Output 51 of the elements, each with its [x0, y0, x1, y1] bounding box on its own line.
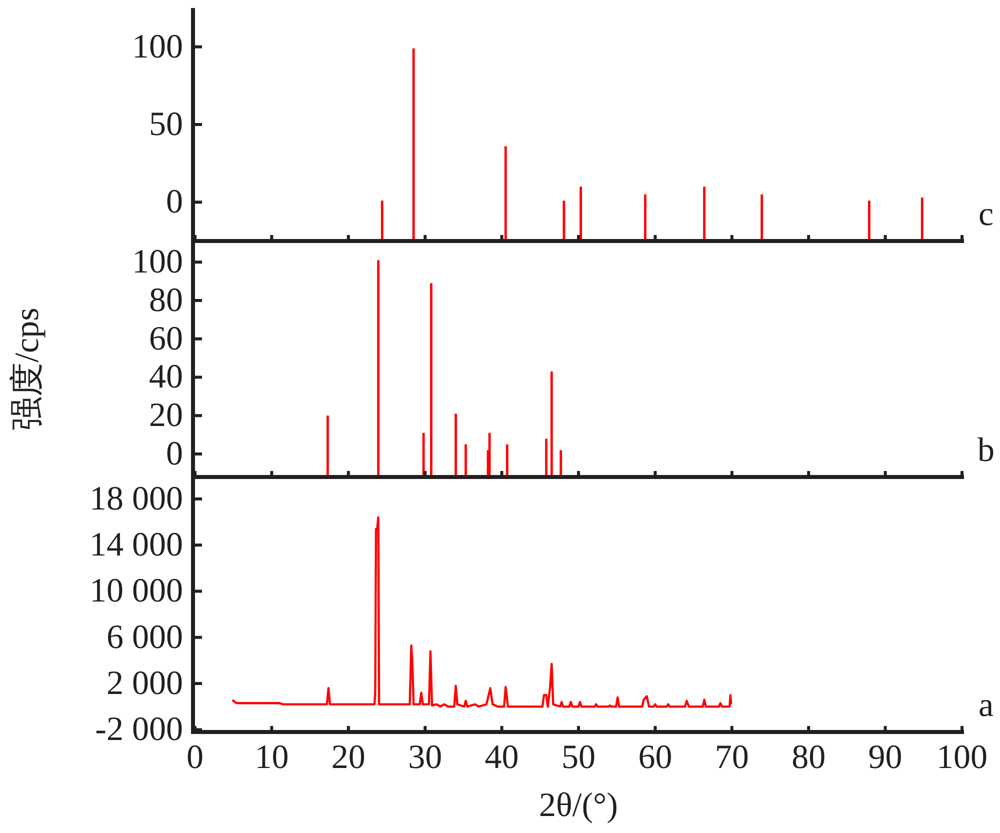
bar: [430, 283, 432, 477]
y-tick-label: 14 000: [90, 526, 183, 564]
y-tick-label: 20: [149, 397, 183, 434]
bar: [545, 438, 548, 477]
x-tick-label: 80: [792, 739, 826, 776]
x-tick-label: 60: [638, 739, 672, 776]
bar: [562, 200, 566, 241]
bar: [380, 200, 384, 241]
text: a: [978, 687, 994, 724]
line-series: [231, 516, 732, 708]
text: c: [978, 196, 994, 233]
bar: [703, 186, 706, 241]
y-tick-label: 6 000: [106, 618, 183, 656]
x-tick-label: 30: [408, 739, 442, 776]
x-axis-title: 2θ/(°): [539, 787, 618, 824]
bar: [377, 260, 380, 477]
y-tick-label: 2 000: [106, 665, 183, 702]
y-tick-label: 18 000: [90, 480, 183, 518]
bar: [454, 414, 457, 477]
bar: [760, 194, 764, 241]
bar: [412, 48, 415, 241]
x-tick-label: 90: [868, 739, 902, 776]
bar: [422, 432, 425, 477]
bar: [506, 444, 508, 477]
y-tick-label: 0: [166, 184, 183, 221]
bar: [326, 416, 329, 477]
y-axis-title: 强度/cps: [9, 308, 46, 430]
x-tick-label: 20: [331, 739, 366, 776]
bar: [644, 194, 646, 241]
y-tick-label: 100: [132, 244, 183, 281]
bar: [504, 146, 507, 241]
y-tick-label: 100: [132, 28, 183, 66]
y-tick-label: 0: [166, 435, 183, 472]
x-tick-label: 50: [562, 739, 596, 776]
y-tick-label: 10 000: [90, 572, 183, 610]
y-tick-label: 50: [149, 106, 183, 143]
bar: [920, 198, 924, 241]
y-tick-label: 60: [149, 320, 183, 358]
bar: [868, 200, 870, 241]
x-tick-label: 70: [714, 739, 749, 776]
y-tick-label: 80: [149, 282, 183, 319]
bar: [580, 186, 582, 241]
y-tick-label: -2 000: [95, 711, 183, 748]
bar: [560, 450, 562, 477]
x-tick-label: 10: [254, 739, 289, 776]
x-tick-label: 100: [936, 739, 988, 776]
y-tick-label: 40: [149, 358, 183, 396]
text: b: [978, 432, 994, 469]
x-tick-label: 40: [484, 739, 519, 776]
bar: [464, 444, 467, 477]
bar: [550, 371, 553, 477]
